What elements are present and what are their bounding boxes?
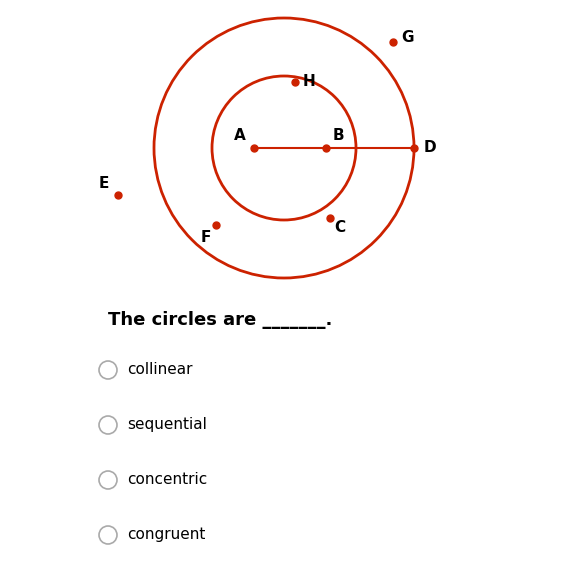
Text: collinear: collinear [127,363,193,378]
Text: H: H [303,74,315,89]
Text: B: B [332,129,344,144]
Text: concentric: concentric [127,472,207,487]
Text: F: F [201,229,211,244]
Text: congruent: congruent [127,527,206,542]
Text: G: G [401,30,414,45]
Text: The circles are _______.: The circles are _______. [108,311,332,329]
Text: E: E [99,176,109,190]
Text: A: A [234,129,246,144]
Text: D: D [424,141,436,156]
Text: C: C [335,220,345,236]
Text: sequential: sequential [127,418,207,432]
